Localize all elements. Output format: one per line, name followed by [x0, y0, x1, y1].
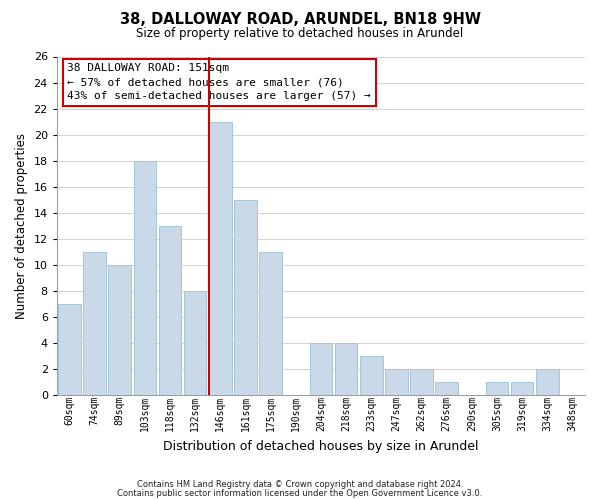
- Y-axis label: Number of detached properties: Number of detached properties: [15, 132, 28, 318]
- Bar: [485, 382, 508, 394]
- Text: Size of property relative to detached houses in Arundel: Size of property relative to detached ho…: [136, 28, 464, 40]
- Bar: [511, 382, 533, 394]
- Bar: [234, 200, 257, 394]
- Text: 38 DALLOWAY ROAD: 151sqm
← 57% of detached houses are smaller (76)
43% of semi-d: 38 DALLOWAY ROAD: 151sqm ← 57% of detach…: [67, 64, 371, 102]
- Text: 38, DALLOWAY ROAD, ARUNDEL, BN18 9HW: 38, DALLOWAY ROAD, ARUNDEL, BN18 9HW: [119, 12, 481, 28]
- Text: Contains public sector information licensed under the Open Government Licence v3: Contains public sector information licen…: [118, 488, 482, 498]
- Bar: [134, 160, 156, 394]
- Bar: [83, 252, 106, 394]
- Bar: [536, 368, 559, 394]
- Bar: [310, 342, 332, 394]
- Bar: [109, 264, 131, 394]
- Bar: [410, 368, 433, 394]
- X-axis label: Distribution of detached houses by size in Arundel: Distribution of detached houses by size …: [163, 440, 479, 452]
- Bar: [335, 342, 358, 394]
- Bar: [385, 368, 407, 394]
- Bar: [259, 252, 282, 394]
- Bar: [184, 290, 206, 395]
- Bar: [360, 356, 383, 395]
- Bar: [158, 226, 181, 394]
- Bar: [58, 304, 81, 394]
- Bar: [436, 382, 458, 394]
- Text: Contains HM Land Registry data © Crown copyright and database right 2024.: Contains HM Land Registry data © Crown c…: [137, 480, 463, 489]
- Bar: [209, 122, 232, 394]
